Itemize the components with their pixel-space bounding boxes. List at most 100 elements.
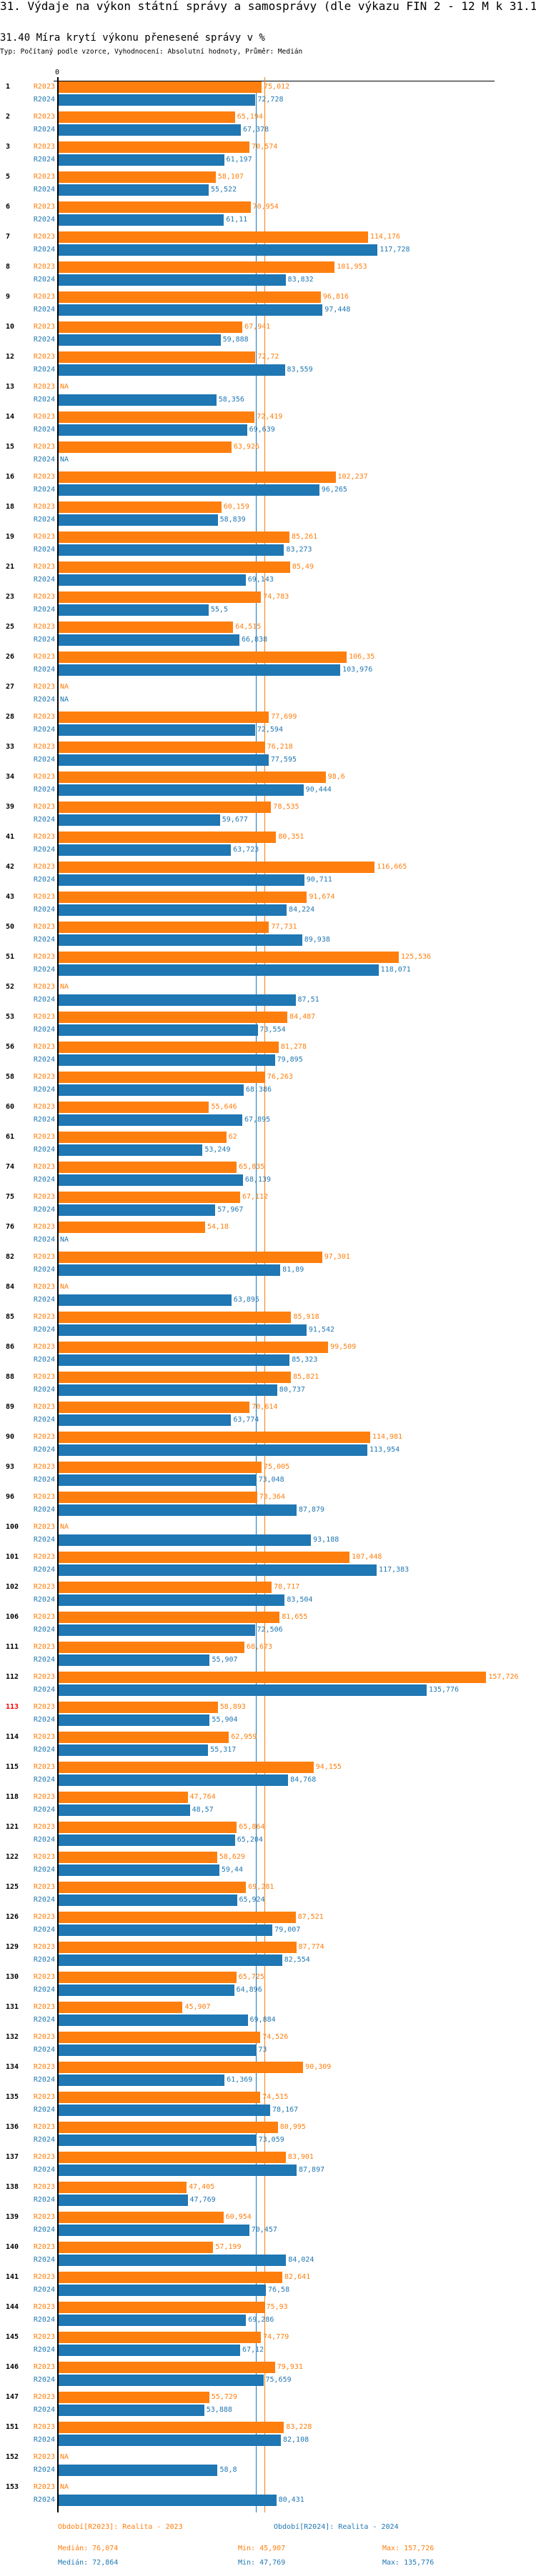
- bar-r2024: [59, 1924, 273, 1936]
- period-label: R2024: [33, 1956, 55, 1964]
- value-label: 87,879: [298, 1506, 325, 1514]
- bar-r2024: [59, 664, 341, 676]
- bar-r2023: [59, 712, 269, 723]
- period-label: R2023: [33, 713, 55, 721]
- value-label: 58,839: [219, 516, 246, 524]
- category-label: 7: [6, 233, 11, 241]
- bar-r2023: [59, 1132, 227, 1143]
- bar-r2024: [59, 2045, 257, 2056]
- bar-r2024: [59, 94, 256, 106]
- category-label: 15: [6, 443, 15, 451]
- value-label: 72,728: [257, 96, 284, 104]
- category-label: 100: [6, 1523, 19, 1531]
- value-label: 74,779: [263, 2333, 289, 2341]
- bar-r2024: [59, 964, 379, 976]
- period-label: R2023: [33, 533, 55, 541]
- value-label: 91,674: [309, 893, 335, 901]
- value-label: 57,199: [215, 2243, 242, 2251]
- period-label: R2024: [33, 846, 55, 854]
- value-label: 91,542: [308, 1326, 334, 1334]
- period-label: R2024: [33, 576, 55, 584]
- period-label: R2023: [33, 1313, 55, 1321]
- na-label: NA: [60, 456, 69, 464]
- category-label: 96: [6, 1493, 15, 1501]
- bar-r2023: [59, 1852, 217, 1863]
- value-label: 67,112: [242, 1193, 269, 1201]
- period-label: R2023: [33, 593, 55, 601]
- period-label: R2023: [33, 1133, 55, 1141]
- bar-r2023: [59, 501, 222, 513]
- value-label: 69,143: [247, 576, 274, 584]
- period-label: R2023: [33, 623, 55, 631]
- period-label: R2024: [33, 96, 55, 104]
- value-label: 79,931: [277, 2363, 303, 2371]
- period-label: R2024: [33, 2226, 55, 2234]
- value-label: 70,954: [252, 203, 279, 211]
- category-label: 76: [6, 1223, 15, 1231]
- period-label: R2024: [33, 1566, 55, 1574]
- period-label: R2024: [33, 126, 55, 134]
- bar-r2024: [59, 1654, 210, 1666]
- bar-r2024: [59, 1834, 235, 1846]
- value-label: 68,386: [245, 1086, 272, 1094]
- value-label: 65,924: [239, 1896, 265, 1904]
- period-label: R2023: [33, 1853, 55, 1861]
- bar-r2024: [59, 124, 242, 136]
- period-label: R2024: [33, 1356, 55, 1364]
- value-label: 83,832: [287, 276, 314, 284]
- bar-r2023: [59, 952, 399, 963]
- period-label: R2024: [33, 276, 55, 284]
- value-label: 65,204: [237, 1836, 263, 1844]
- value-label: 77,699: [271, 713, 297, 721]
- category-label: 9: [6, 293, 11, 301]
- value-label: 47,764: [189, 1793, 216, 1801]
- value-label: 76,218: [267, 743, 293, 751]
- period-label: R2024: [33, 516, 55, 524]
- bar-r2023: [59, 1162, 237, 1173]
- period-label: R2024: [33, 726, 55, 734]
- value-label: 73,048: [258, 1476, 284, 1484]
- period-label: R2024: [33, 1716, 55, 1724]
- bar-r2024: [59, 304, 323, 316]
- value-label: 87,897: [299, 2166, 325, 2174]
- value-label: 72,419: [257, 413, 283, 421]
- period-label: R2023: [33, 1103, 55, 1111]
- value-label: 59,888: [222, 336, 249, 344]
- bar-r2024: [59, 1474, 257, 1486]
- category-label: 74: [6, 1163, 15, 1171]
- value-label: 82,108: [283, 2436, 309, 2444]
- period-label: R2024: [33, 1416, 55, 1424]
- bar-r2024: [59, 2495, 277, 2506]
- period-label: R2023: [33, 1073, 55, 1081]
- value-label: 96,816: [322, 293, 349, 301]
- period-label: R2023: [33, 1493, 55, 1501]
- bar-r2024: [59, 364, 285, 376]
- bar-r2023: [59, 2242, 214, 2253]
- bar-r2023: [59, 81, 262, 93]
- value-label: 65,725: [238, 1973, 264, 1981]
- bar-r2023: [59, 1192, 241, 1203]
- bar-r2024: [59, 1534, 312, 1546]
- bar-r2023: [59, 862, 375, 873]
- category-label: 130: [6, 1973, 19, 1981]
- period-label: R2023: [33, 353, 55, 361]
- category-label: 61: [6, 1133, 15, 1141]
- max-r2023: Max: 157,726: [382, 2545, 435, 2552]
- value-label: 79,895: [277, 1056, 303, 1064]
- value-label: 82,641: [284, 2273, 311, 2281]
- value-label: 68,673: [246, 1643, 273, 1651]
- bar-r2024: [59, 1054, 275, 1066]
- period-label: R2024: [33, 1896, 55, 1904]
- value-label: 96,265: [321, 486, 347, 494]
- value-label: 55,5: [210, 606, 228, 614]
- bar-r2023: [59, 1612, 280, 1623]
- period-label: R2023: [33, 1643, 55, 1651]
- value-label: 45,907: [184, 2003, 211, 2011]
- indicator-subtitle: Typ: Počítaný podle vzorce, Vyhodnocení:…: [0, 48, 303, 56]
- value-label: 75,012: [264, 83, 290, 91]
- bar-r2023: [59, 1672, 487, 1683]
- bar-r2024: [59, 814, 220, 826]
- period-label: R2023: [33, 1943, 55, 1951]
- bar-r2024: [59, 1264, 281, 1276]
- period-label: R2024: [33, 1266, 55, 1274]
